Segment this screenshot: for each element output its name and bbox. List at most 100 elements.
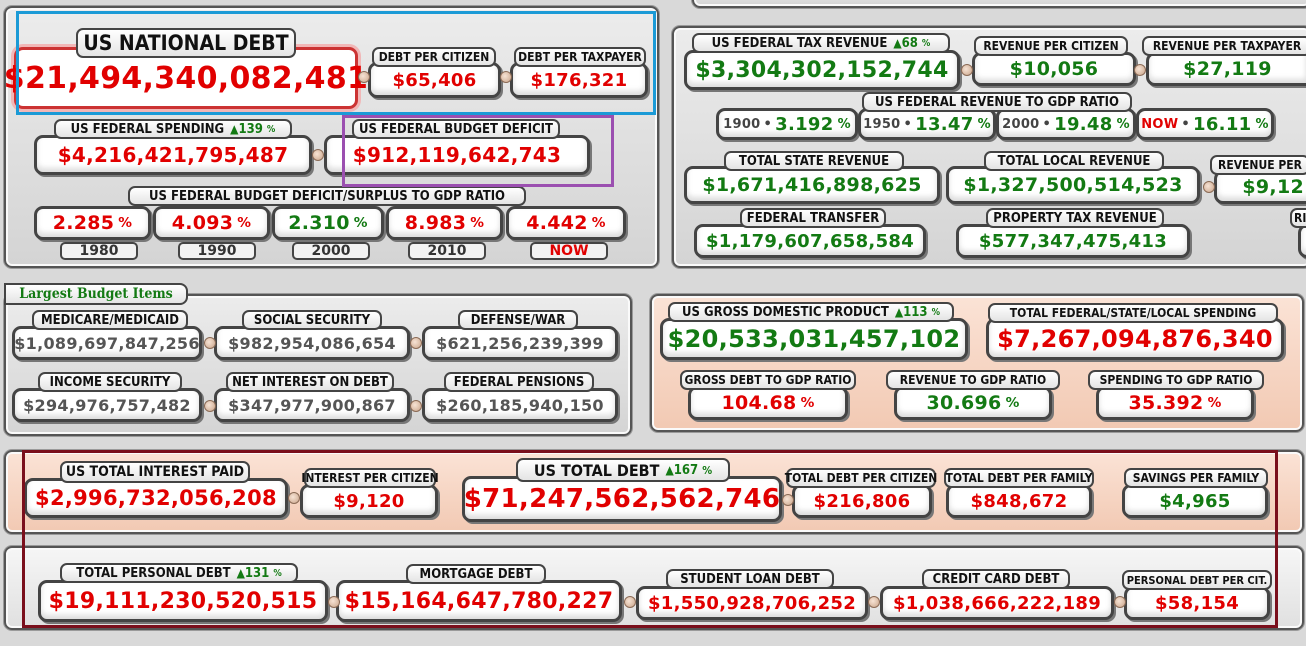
- total-debt-per-family-box[interactable]: $848,672: [946, 484, 1092, 518]
- budget-item-value: $347,977,900,867: [228, 395, 396, 415]
- connector-icon: [410, 337, 422, 349]
- total-spending-box[interactable]: $7,267,094,876,340: [986, 318, 1284, 360]
- us-total-debt-label: US TOTAL DEBT ▲ 167 %: [516, 458, 730, 482]
- debt-per-citizen-label: DEBT PER CITIZEN: [372, 47, 496, 67]
- federal-transfer-box[interactable]: $1,179,607,658,584: [694, 224, 926, 258]
- total-spending-label: TOTAL FEDERAL/STATE/LOCAL SPENDING: [988, 303, 1278, 323]
- revenue-gdp-ratio-now[interactable]: NOW • 16.11%: [1136, 108, 1274, 140]
- interest-per-citizen-label: INTEREST PER CITIZEN: [301, 468, 439, 488]
- budget-item-social-security-label: SOCIAL SECURITY: [242, 310, 382, 330]
- percent-sign: %: [353, 215, 368, 231]
- budget-item-medicare-box[interactable]: $1,089,697,847,256: [12, 326, 202, 360]
- year-label-2000: 2000: [292, 242, 370, 260]
- debt-per-citizen-box[interactable]: $65,406: [368, 62, 501, 98]
- student-loan-debt-label: STUDENT LOAN DEBT: [666, 569, 834, 589]
- deficit-gdp-ratio-1990[interactable]: 4.093%: [153, 206, 270, 240]
- ratio-year: NOW: [1141, 116, 1179, 132]
- us-total-debt-label-text: US TOTAL DEBT: [533, 460, 660, 480]
- revenue-per-citizen-box[interactable]: $10,056: [972, 52, 1136, 86]
- property-tax-revenue-box[interactable]: $577,347,475,413: [956, 224, 1190, 258]
- ratio-value: 8.983: [404, 212, 467, 234]
- mortgage-debt-label: MORTGAGE DEBT: [406, 564, 546, 584]
- revenue-gdp-ratio-1950[interactable]: 1950 • 13.47%: [858, 108, 996, 140]
- personal-debt-per-citizen-box[interactable]: $58,154: [1124, 586, 1270, 620]
- revenue-gdp-ratio-2000[interactable]: 2000 • 19.48%: [996, 108, 1136, 140]
- gdp-value: $20,533,031,457,102: [667, 325, 961, 353]
- connector-icon: [410, 400, 422, 412]
- savings-per-family-value: $4,965: [1159, 490, 1231, 512]
- ratio-value: 4.093: [171, 212, 234, 234]
- federal-spending-box[interactable]: $4,216,421,795,487: [34, 135, 312, 175]
- revenue-per-cut-box[interactable]: $9,12: [1214, 170, 1306, 204]
- budget-item-social-security-box[interactable]: $982,954,086,654: [214, 326, 410, 360]
- deficit-gdp-ratio-1980[interactable]: 2.285%: [34, 206, 151, 240]
- budget-item-net-interest-box[interactable]: $347,977,900,867: [214, 388, 410, 422]
- up-arrow-icon: ▲: [894, 305, 904, 319]
- revenue-gdp-ratio-1900[interactable]: 1900 • 3.192%: [716, 108, 858, 140]
- total-interest-paid-box[interactable]: $2,996,732,056,208: [24, 478, 288, 518]
- debt-per-taxpayer-box[interactable]: $176,321: [510, 62, 648, 98]
- gdp-change: 113: [903, 304, 928, 320]
- deficit-gdp-ratio-now[interactable]: 4.442%: [506, 206, 626, 240]
- budget-item-defense-box[interactable]: $621,256,239,399: [422, 326, 618, 360]
- deficit-gdp-ratio-2000[interactable]: 2.310%: [272, 206, 384, 240]
- separator-dot: •: [903, 116, 913, 132]
- budget-item-income-security-box[interactable]: $294,976,757,482: [12, 388, 202, 422]
- up-arrow-icon: ▲: [236, 566, 245, 580]
- percent-sign: %: [977, 116, 991, 132]
- savings-per-family-box[interactable]: $4,965: [1122, 484, 1268, 518]
- student-loan-debt-box[interactable]: $1,550,928,706,252: [636, 586, 868, 620]
- interest-per-citizen-box[interactable]: $9,120: [300, 484, 438, 518]
- connector-icon: [868, 596, 880, 608]
- percent-sign: %: [591, 215, 606, 231]
- student-loan-debt-value: $1,550,928,706,252: [647, 592, 857, 614]
- percent-sign: %: [273, 567, 282, 579]
- total-personal-debt-label: TOTAL PERSONAL DEBT ▲ 131 %: [60, 563, 298, 583]
- ratio-value: 3.192: [775, 113, 834, 135]
- total-personal-debt-box[interactable]: $19,111,230,520,515: [38, 580, 328, 622]
- partial-box-right[interactable]: [1298, 224, 1306, 258]
- revenue-per-cut-label: REVENUE PER: [1210, 155, 1306, 175]
- revenue-gdp-ratio-box[interactable]: 30.696%: [894, 386, 1052, 420]
- gdp-box[interactable]: $20,533,031,457,102: [660, 318, 968, 360]
- us-total-debt-box[interactable]: $71,247,562,562,746: [462, 476, 782, 522]
- interest-per-citizen-value: $9,120: [333, 490, 405, 512]
- revenue-per-taxpayer-box[interactable]: $27,119: [1146, 52, 1306, 86]
- savings-per-family-label: SAVINGS PER FAMILY: [1124, 468, 1268, 488]
- total-state-revenue-box[interactable]: $1,671,416,898,625: [684, 166, 940, 204]
- total-debt-per-citizen-box[interactable]: $216,806: [792, 484, 932, 518]
- debt-gdp-ratio-box[interactable]: 104.68%: [688, 386, 848, 420]
- deficit-gdp-ratio-2010[interactable]: 8.983%: [386, 206, 503, 240]
- ratio-value: 4.442: [526, 212, 588, 234]
- connector-icon: [328, 596, 340, 608]
- total-debt-per-family-label: TOTAL DEBT PER FAMILY: [944, 468, 1094, 488]
- percent-sign: %: [1116, 116, 1130, 132]
- budget-item-federal-pensions-box[interactable]: $260,185,940,150: [422, 388, 618, 422]
- separator-dot: •: [1042, 116, 1052, 132]
- budget-item-value: $260,185,940,150: [436, 395, 604, 415]
- budget-item-income-security-label: INCOME SECURITY: [38, 372, 182, 392]
- property-tax-revenue-value: $577,347,475,413: [978, 230, 1168, 252]
- debt-per-taxpayer-value: $176,321: [530, 69, 628, 91]
- credit-card-debt-box[interactable]: $1,038,666,222,189: [880, 586, 1114, 620]
- total-interest-paid-label: US TOTAL INTEREST PAID: [60, 461, 250, 483]
- mortgage-debt-box[interactable]: $15,164,647,780,227: [336, 580, 622, 622]
- budget-item-federal-pensions-label: FEDERAL PENSIONS: [444, 372, 594, 392]
- budget-item-medicare-label: MEDICARE/MEDICAID: [32, 310, 188, 330]
- total-local-revenue-box[interactable]: $1,327,500,514,523: [946, 166, 1200, 204]
- partial-label-right: RI: [1290, 208, 1306, 228]
- ratio-year: 1900: [723, 116, 761, 132]
- separator-dot: •: [1181, 116, 1191, 132]
- spending-gdp-ratio-box[interactable]: 35.392%: [1096, 386, 1254, 420]
- revenue-per-taxpayer-value: $27,119: [1183, 58, 1272, 80]
- connector-icon: [500, 71, 512, 83]
- federal-budget-deficit-box[interactable]: $912,119,642,743: [324, 135, 590, 175]
- year-label-1990: 1990: [178, 242, 256, 260]
- personal-debt-per-citizen-label: PERSONAL DEBT PER CIT.: [1122, 570, 1272, 590]
- federal-tax-revenue-box[interactable]: $3,304,302,152,744: [684, 50, 960, 90]
- total-debt-per-citizen-value: $216,806: [813, 490, 911, 512]
- up-arrow-icon: ▲: [893, 36, 902, 50]
- federal-spending-label-text: US FEDERAL SPENDING: [70, 121, 225, 137]
- revenue-gdp-ratio-value: 30.696: [926, 392, 1002, 414]
- percent-sign: %: [1207, 395, 1222, 411]
